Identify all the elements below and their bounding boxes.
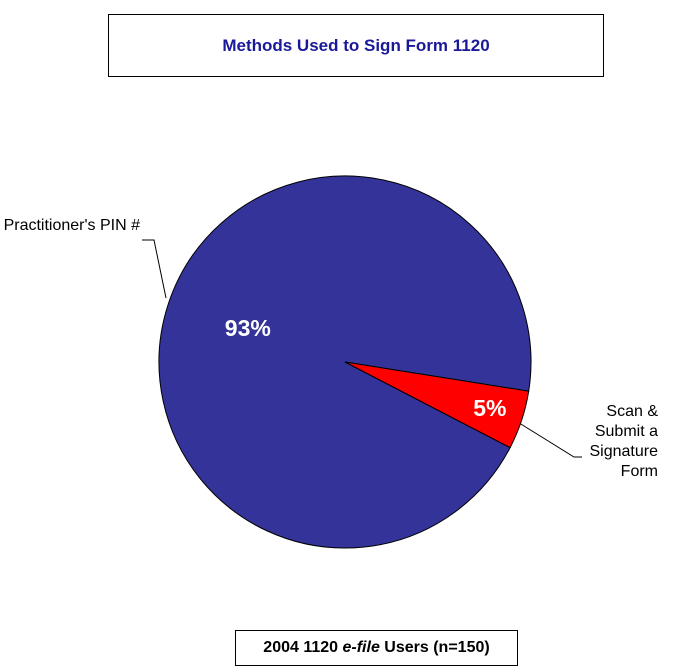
chart-title: Methods Used to Sign Form 1120 bbox=[108, 14, 604, 77]
data-label: 5% bbox=[473, 395, 506, 421]
category-label: Scan & Submit a Signature Form bbox=[589, 403, 659, 480]
category-label: Practitioner's PIN # bbox=[3, 217, 140, 234]
pie-slice bbox=[344, 361, 530, 449]
leader-line bbox=[142, 239, 167, 299]
footer-text: Users (n=150) bbox=[384, 639, 490, 656]
leader-line bbox=[515, 420, 582, 458]
footer-text: 2004 1120 bbox=[263, 639, 339, 656]
data-label: 93% bbox=[225, 315, 271, 341]
footer-text: e-file bbox=[342, 639, 380, 656]
footer: 2004 1120 e-file Users (n=150) bbox=[235, 630, 518, 666]
